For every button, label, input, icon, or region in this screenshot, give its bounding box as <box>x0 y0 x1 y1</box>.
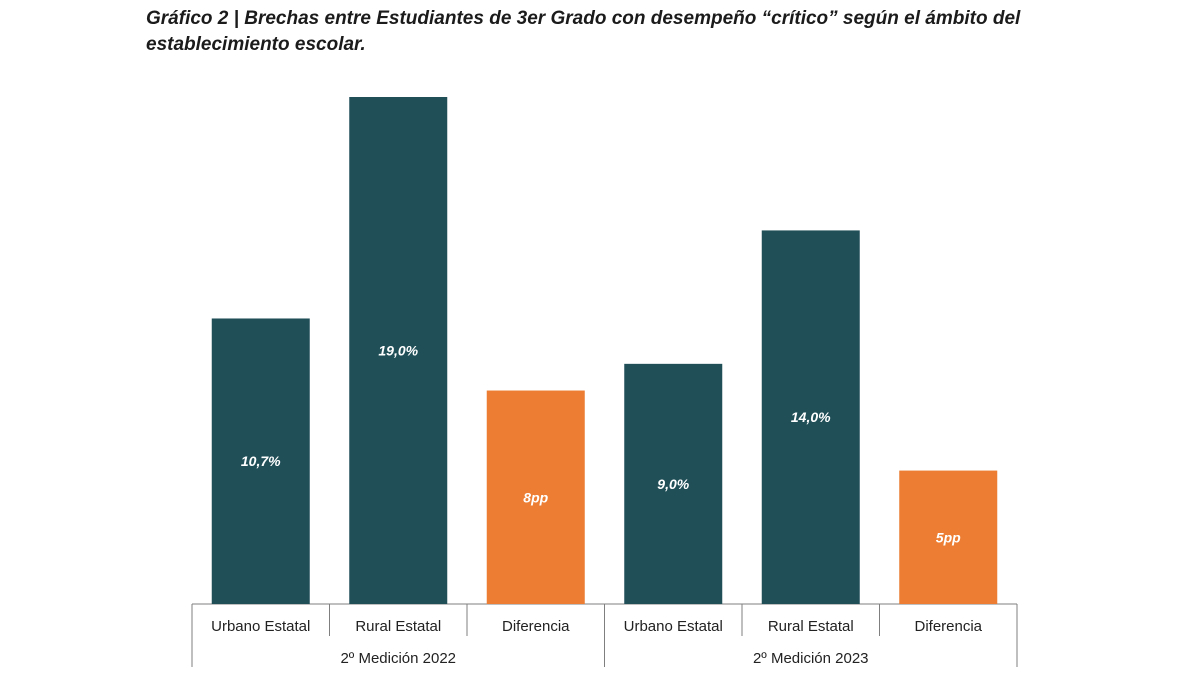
category-label: Diferencia <box>914 618 982 635</box>
data-label: 14,0% <box>791 409 831 425</box>
data-label: 10,7% <box>241 453 281 469</box>
bar-1-1 <box>211 318 310 604</box>
category-label: Rural Estatal <box>768 618 854 635</box>
bar-2-2 <box>761 230 860 604</box>
bar-1-3 <box>486 390 585 604</box>
category-label: Diferencia <box>502 618 570 635</box>
data-label: 8pp <box>523 489 548 505</box>
category-label: Rural Estatal <box>355 618 441 635</box>
bar-1-2 <box>349 97 448 604</box>
group-label: 2º Medición 2023 <box>753 650 869 667</box>
category-label: Urbano Estatal <box>624 618 723 635</box>
chart-title: Gráfico 2 | Brechas entre Estudiantes de… <box>146 8 1021 55</box>
data-label: 19,0% <box>378 343 418 359</box>
category-label: Urbano Estatal <box>211 618 310 635</box>
bar-2-1 <box>624 363 723 604</box>
data-label: 9,0% <box>657 476 689 492</box>
bar-2-3 <box>899 470 998 604</box>
group-label: 2º Medición 2022 <box>340 650 456 667</box>
data-label: 5pp <box>936 529 961 545</box>
